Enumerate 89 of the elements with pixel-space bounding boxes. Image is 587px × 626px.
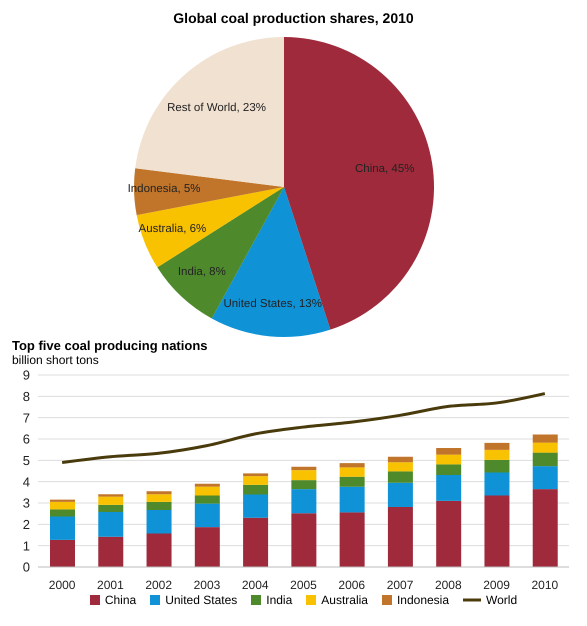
- bar: [532, 434, 558, 443]
- y-tick-label: 7: [22, 410, 30, 426]
- bar: [340, 476, 365, 487]
- bar: [98, 512, 124, 537]
- bar: [388, 471, 413, 483]
- x-tick-label: 2002: [145, 578, 172, 592]
- bar: [340, 512, 365, 567]
- legend-label: United States: [165, 593, 238, 607]
- legend-label: India: [266, 593, 292, 607]
- y-tick-label: 3: [22, 496, 30, 511]
- slice-label: China, 45%: [354, 162, 416, 178]
- bar: [243, 473, 268, 476]
- bar: [291, 470, 316, 480]
- bar: [388, 482, 413, 508]
- bar: [436, 454, 462, 464]
- bar: [50, 509, 75, 516]
- x-tick-label: 2001: [97, 578, 124, 592]
- y-axis-title: billion short tons: [11, 353, 100, 367]
- bar: [243, 518, 268, 567]
- x-tick-label: 2006: [338, 578, 366, 592]
- legend-label: World: [486, 593, 518, 607]
- y-tick-label: 2: [22, 516, 30, 532]
- bar: [436, 475, 462, 501]
- y-tick-label: 0: [22, 560, 30, 575]
- bar: [484, 460, 510, 472]
- bar: [98, 536, 124, 567]
- bar: [340, 463, 365, 468]
- bar: [291, 513, 316, 567]
- bar: [194, 527, 220, 567]
- bar: [291, 466, 316, 470]
- legend-label: China: [104, 593, 136, 607]
- y-tick-label: 9: [22, 368, 30, 383]
- bar: [50, 516, 75, 540]
- bar: [243, 494, 268, 518]
- x-tick-label: 2003: [194, 578, 221, 592]
- y-tick-label: 8: [22, 388, 30, 404]
- bar: [484, 442, 510, 450]
- bar: [291, 489, 316, 514]
- x-tick-label: 2008: [434, 578, 462, 592]
- bar: [146, 510, 172, 534]
- bar: [98, 504, 124, 512]
- bar: [194, 496, 220, 504]
- bar: [146, 494, 172, 502]
- bar: [532, 489, 558, 567]
- bar: [532, 452, 558, 466]
- bar: [98, 496, 124, 505]
- bar: [146, 502, 172, 510]
- bar: [340, 467, 365, 477]
- legend-label: Australia: [321, 593, 368, 607]
- bar: [532, 442, 558, 453]
- bar: [243, 476, 268, 485]
- bar: [484, 496, 510, 567]
- bar: [388, 462, 413, 472]
- y-tick-label: 4: [22, 474, 30, 490]
- x-tick-label: 2000: [48, 578, 76, 592]
- y-tick-label: 6: [22, 432, 30, 447]
- bar: [146, 491, 172, 494]
- x-tick-label: 2005: [290, 578, 318, 592]
- bar: [194, 504, 220, 528]
- bar: [484, 450, 510, 460]
- bar: [532, 466, 558, 490]
- bar: [291, 480, 316, 490]
- bar: [436, 448, 462, 455]
- slice-label: India, 8%: [176, 265, 227, 280]
- bar: [194, 484, 220, 487]
- y-tick-label: 1: [22, 538, 30, 554]
- bar: [50, 540, 75, 567]
- slice-label: Rest of World, 23%: [166, 101, 267, 116]
- bar: [388, 456, 413, 462]
- chart-title: Global coal production shares, 2010: [172, 10, 415, 26]
- pie-slice: [212, 187, 330, 337]
- x-tick-label: 2007: [386, 578, 414, 592]
- bar: [194, 486, 220, 496]
- bar: [436, 464, 462, 476]
- bar: [146, 534, 172, 567]
- bar: [340, 486, 365, 512]
- y-tick-label: 5: [22, 452, 30, 468]
- bar: [388, 507, 413, 567]
- bar: [50, 502, 75, 510]
- line-series: [60, 392, 546, 464]
- legend-label: Indonesia: [396, 593, 450, 607]
- x-tick-label: 2009: [483, 578, 510, 592]
- x-tick-label: 2004: [242, 578, 269, 592]
- bar: [436, 500, 462, 567]
- x-tick-label: 2010: [532, 578, 559, 592]
- chart-title: Top five coal producing nations: [11, 338, 208, 353]
- bar: [243, 484, 268, 494]
- slice-label: United States, 13%: [222, 297, 323, 312]
- bar: [484, 472, 510, 496]
